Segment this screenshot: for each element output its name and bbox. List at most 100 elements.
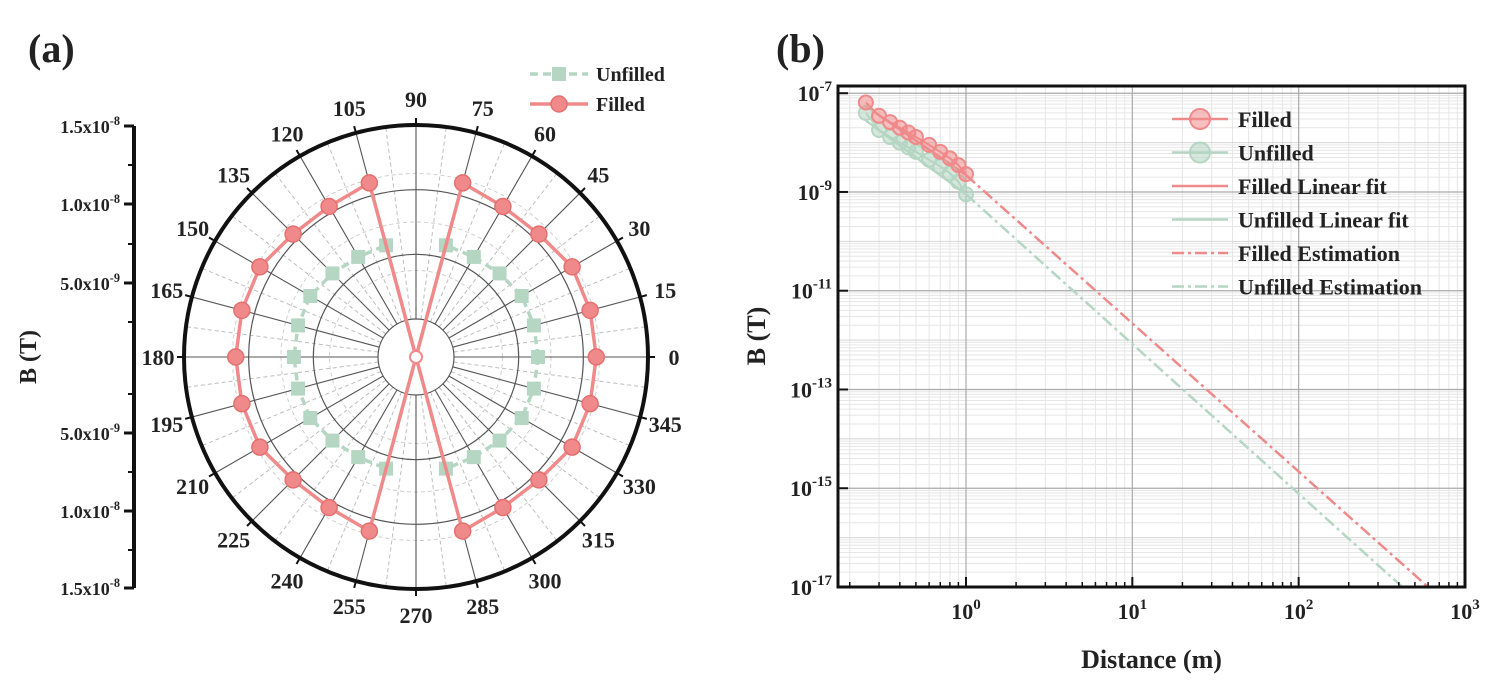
polar-point-filled — [455, 523, 471, 539]
legend-label: Unfilled — [1238, 141, 1314, 166]
polar-point-unfilled — [531, 350, 545, 364]
polar-point-filled — [361, 175, 377, 191]
x-tick-label: 100 — [951, 597, 981, 624]
y-tick-label: 10-17 — [790, 573, 832, 600]
polar-angle-label: 165 — [150, 278, 183, 303]
polar-angle-label: 0 — [669, 345, 680, 370]
polar-point-unfilled — [303, 411, 317, 425]
polar-angle-label: 300 — [529, 568, 562, 593]
polar-angle-label: 45 — [587, 163, 609, 188]
polar-point-unfilled — [493, 266, 507, 280]
polar-point-filled — [234, 302, 250, 318]
polar-point-unfilled — [515, 411, 529, 425]
polar-minor-spoke — [275, 387, 393, 541]
polar-point-filled — [531, 472, 547, 488]
polar-point-filled — [455, 175, 471, 191]
x-tick-label: 103 — [1450, 597, 1480, 624]
polar-point-filled — [495, 500, 511, 516]
polar-point-filled — [564, 259, 580, 275]
polar-point-filled — [564, 439, 580, 455]
polar-angle-label: 75 — [472, 96, 494, 121]
polar-angle-label: 15 — [654, 278, 676, 303]
polar-angle-label: 60 — [534, 122, 556, 147]
polar-angle-label: 90 — [405, 87, 427, 112]
data-point-unfilled — [909, 145, 923, 159]
y-tick-label: 10-11 — [791, 277, 832, 304]
polar-angle-label: 135 — [217, 163, 250, 188]
polar-point-filled — [582, 302, 598, 318]
polar-point-filled — [285, 226, 301, 242]
polar-angle-label: 270 — [400, 603, 433, 628]
polar-center-marker — [410, 351, 422, 363]
legend-label: Unfilled Estimation — [1238, 275, 1422, 300]
polar-point-unfilled — [291, 318, 305, 332]
polar-angle-label: 315 — [582, 527, 615, 552]
polar-chart: 0153045607590105120135150165180195210225… — [16, 64, 682, 628]
y-tick-label: 10-7 — [798, 79, 833, 106]
polar-point-unfilled — [351, 250, 365, 264]
polar-angle-label: 210 — [176, 474, 209, 499]
data-point-filled — [959, 167, 973, 181]
radial-axis-tick-label: 5.0x10-9 — [60, 271, 120, 294]
radial-axis-tick-label: 1.0x10-8 — [60, 192, 120, 215]
polar-point-filled — [531, 226, 547, 242]
polar-legend-marker — [551, 96, 567, 112]
polar-angle-label: 105 — [333, 96, 366, 121]
legend-label: Filled Linear fit — [1238, 174, 1387, 199]
polar-point-unfilled — [467, 250, 481, 264]
series-line-filled-estimation — [966, 175, 1428, 587]
legend-label: Filled — [1238, 107, 1292, 132]
x-axis-title: Distance (m) — [1081, 645, 1222, 674]
figure: (a) (b) 0 15 30 45 60 75 90 105 120 135 150 165 180 1… — [0, 0, 1485, 685]
data-point-filled — [859, 95, 873, 109]
x-tick-label: 101 — [1118, 597, 1148, 624]
radial-axis-tick-label: 5.0x10-9 — [60, 421, 120, 444]
polar-point-filled — [321, 500, 337, 516]
polar-angle-label: 345 — [649, 412, 682, 437]
polar-point-unfilled — [351, 450, 365, 464]
polar-point-filled — [321, 198, 337, 214]
radial-axis-title: B (T) — [16, 330, 42, 384]
polar-angle-label: 30 — [628, 216, 650, 241]
legend-label: Filled Estimation — [1238, 241, 1400, 266]
panel-a-label: (a) — [28, 26, 75, 71]
polar-angle-label: 240 — [271, 568, 304, 593]
radial-axis-tick-label: 1.5x10-8 — [60, 114, 120, 137]
radial-axis-tick-label: 1.5x10-8 — [60, 576, 120, 599]
polar-point-filled — [285, 472, 301, 488]
legend-marker — [1190, 143, 1210, 163]
polar-point-unfilled — [493, 434, 507, 448]
y-tick-label: 10-9 — [798, 178, 833, 205]
polar-point-unfilled — [287, 350, 301, 364]
polar-angle-label: 255 — [333, 594, 366, 619]
polar-angle-label: 180 — [142, 345, 175, 370]
polar-legend-label: Unfilled — [596, 64, 665, 86]
polar-point-filled — [588, 349, 604, 365]
polar-point-unfilled — [291, 382, 305, 396]
polar-minor-spoke — [431, 392, 505, 571]
polar-point-filled — [252, 439, 268, 455]
y-tick-label: 10-15 — [790, 474, 832, 501]
polar-point-filled — [361, 523, 377, 539]
polar-point-filled — [228, 349, 244, 365]
polar-angle-label: 150 — [176, 216, 209, 241]
polar-legend-label: Filled — [596, 94, 645, 116]
panel-b-label: (b) — [776, 26, 825, 71]
data-point-filled — [909, 130, 923, 144]
polar-point-unfilled — [325, 434, 339, 448]
data-point-unfilled — [959, 187, 973, 201]
y-axis-title: B (T) — [742, 307, 771, 366]
polar-point-unfilled — [325, 266, 339, 280]
polar-point-unfilled — [527, 318, 541, 332]
legend-label: Unfilled Linear fit — [1238, 208, 1409, 233]
polar-angle-label: 120 — [271, 122, 304, 147]
x-tick-label: 102 — [1284, 597, 1314, 624]
polar-angle-label: 225 — [217, 527, 250, 552]
polar-point-unfilled — [467, 450, 481, 464]
polar-point-unfilled — [515, 289, 529, 303]
y-tick-label: 10-13 — [790, 375, 832, 402]
polar-minor-spoke — [327, 392, 401, 571]
polar-point-unfilled — [303, 289, 317, 303]
polar-point-unfilled — [527, 382, 541, 396]
polar-point-filled — [582, 396, 598, 412]
